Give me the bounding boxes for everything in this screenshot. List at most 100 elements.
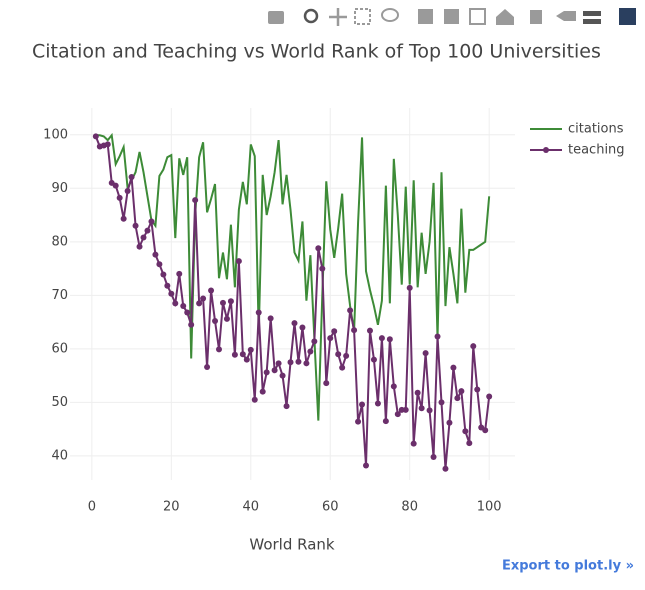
point bbox=[227, 298, 234, 305]
point bbox=[176, 270, 183, 277]
point bbox=[180, 303, 187, 310]
hover-closest-button[interactable] bbox=[556, 11, 576, 21]
point bbox=[267, 315, 274, 322]
y-tick-label: 60 bbox=[51, 341, 68, 356]
point bbox=[319, 265, 326, 272]
point bbox=[204, 364, 211, 371]
point bbox=[482, 427, 489, 434]
point bbox=[450, 364, 457, 371]
point bbox=[414, 389, 421, 396]
point bbox=[315, 245, 322, 252]
y-tick-label: 100 bbox=[43, 127, 68, 142]
point bbox=[462, 428, 469, 435]
point bbox=[144, 227, 151, 234]
point bbox=[422, 350, 429, 357]
point bbox=[347, 307, 354, 314]
point bbox=[370, 356, 377, 363]
x-tick-label: 20 bbox=[163, 500, 180, 515]
point bbox=[235, 258, 242, 265]
point bbox=[343, 352, 350, 359]
point bbox=[152, 251, 159, 258]
lasso-button[interactable] bbox=[381, 8, 399, 22]
point bbox=[351, 327, 358, 334]
point bbox=[430, 453, 437, 460]
point bbox=[132, 222, 139, 229]
point bbox=[327, 335, 334, 342]
point bbox=[426, 407, 433, 414]
point bbox=[466, 440, 473, 447]
point bbox=[124, 187, 131, 194]
point bbox=[394, 411, 401, 418]
point bbox=[382, 418, 389, 425]
point bbox=[208, 287, 215, 294]
point bbox=[454, 395, 461, 402]
point bbox=[188, 321, 195, 328]
point bbox=[402, 406, 409, 413]
point bbox=[140, 234, 147, 241]
point bbox=[355, 418, 362, 425]
point bbox=[287, 359, 294, 366]
point bbox=[434, 333, 441, 340]
x-tick-label: 80 bbox=[401, 500, 418, 515]
box-select-button[interactable] bbox=[354, 8, 371, 25]
plotly-logo[interactable] bbox=[619, 8, 636, 25]
pan-button[interactable] bbox=[329, 8, 347, 26]
point bbox=[486, 393, 493, 400]
autoscale-button[interactable] bbox=[469, 8, 486, 25]
point bbox=[390, 383, 397, 390]
point bbox=[116, 194, 123, 201]
point bbox=[311, 338, 318, 345]
x-tick-label: 100 bbox=[477, 500, 502, 515]
point bbox=[366, 327, 373, 334]
point bbox=[442, 465, 449, 472]
series-line bbox=[94, 136, 491, 469]
point bbox=[160, 271, 167, 278]
point bbox=[196, 300, 203, 307]
point bbox=[359, 401, 366, 408]
point bbox=[156, 261, 163, 268]
x-tick-label: 40 bbox=[243, 500, 260, 515]
zoom-out-button[interactable] bbox=[444, 9, 459, 24]
point bbox=[239, 351, 246, 358]
y-tick-label: 90 bbox=[51, 181, 68, 196]
point bbox=[184, 309, 191, 316]
point bbox=[219, 299, 226, 306]
point bbox=[410, 440, 417, 447]
legend-marker bbox=[543, 147, 549, 153]
point bbox=[363, 462, 370, 469]
point bbox=[386, 336, 393, 343]
y-tick-label: 70 bbox=[51, 288, 68, 303]
point bbox=[374, 400, 381, 407]
point bbox=[263, 369, 270, 376]
point bbox=[458, 388, 465, 395]
y-tick-label: 80 bbox=[51, 234, 68, 249]
point bbox=[128, 174, 135, 181]
reset-button[interactable] bbox=[496, 9, 514, 25]
point bbox=[251, 396, 258, 403]
point bbox=[112, 182, 119, 189]
point bbox=[255, 309, 262, 316]
export-link-text: Export to plot.ly » bbox=[502, 559, 634, 574]
point bbox=[275, 360, 282, 367]
point bbox=[335, 351, 342, 358]
point bbox=[378, 335, 385, 342]
camera-button[interactable] bbox=[268, 11, 284, 24]
point bbox=[323, 380, 330, 387]
point bbox=[223, 315, 230, 322]
point bbox=[120, 215, 127, 222]
export-link[interactable]: Export to plot.ly » bbox=[502, 559, 634, 574]
point bbox=[148, 218, 155, 225]
spike-button[interactable] bbox=[530, 10, 542, 24]
point bbox=[92, 133, 99, 140]
point bbox=[339, 364, 346, 371]
point bbox=[283, 403, 290, 410]
point bbox=[279, 372, 286, 379]
x-tick-label: 0 bbox=[88, 500, 96, 515]
point bbox=[470, 343, 477, 350]
zoom-button[interactable] bbox=[303, 8, 319, 24]
point bbox=[303, 360, 310, 367]
y-tick-label: 40 bbox=[51, 448, 68, 463]
zoom-in-button[interactable] bbox=[418, 9, 433, 24]
point bbox=[231, 351, 238, 358]
hover-compare-button[interactable] bbox=[583, 11, 601, 24]
